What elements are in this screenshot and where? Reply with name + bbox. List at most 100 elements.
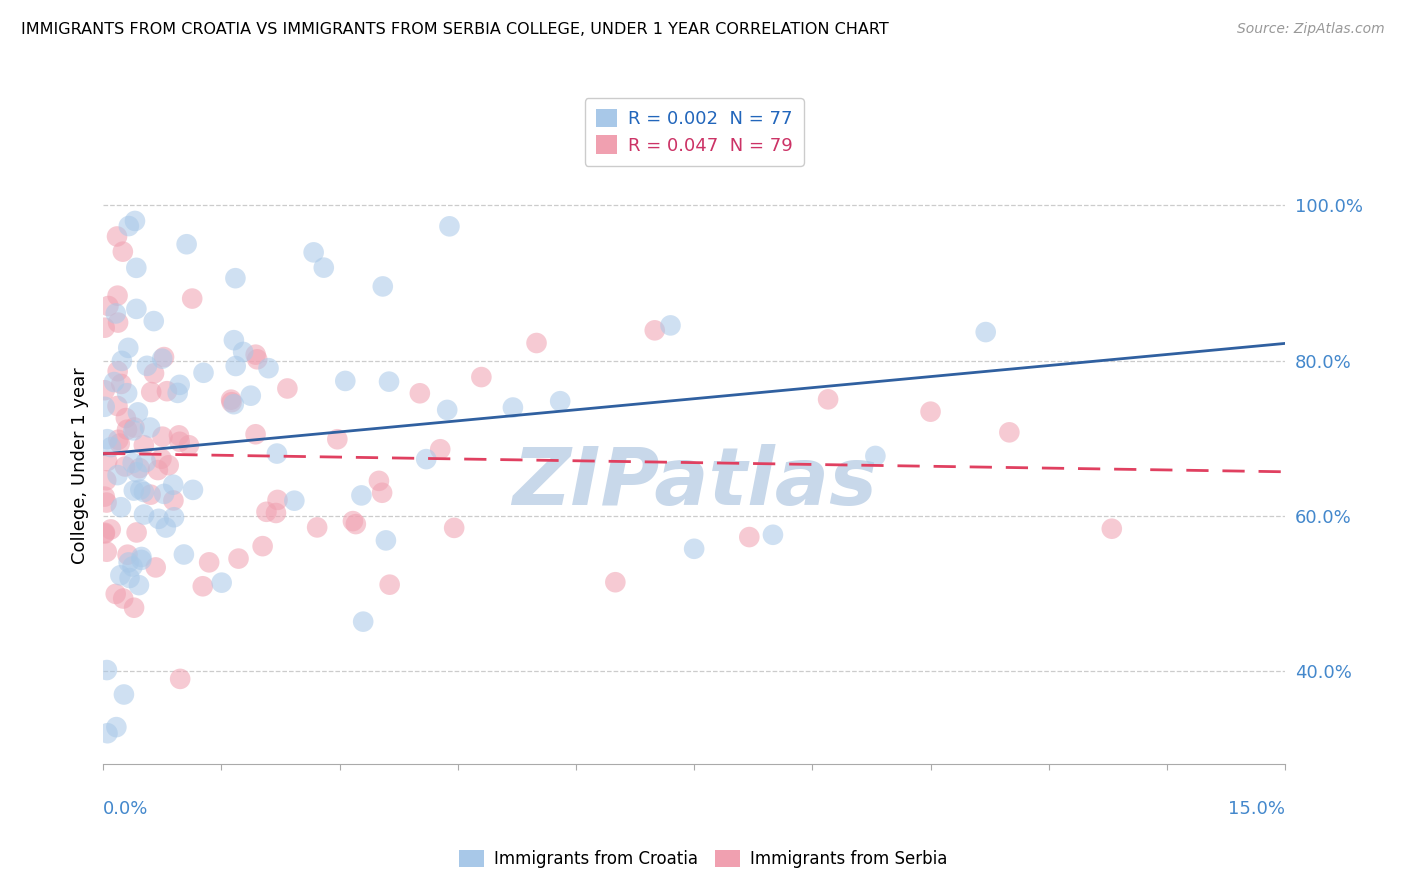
- Point: [122, 600, 145, 615]
- Point: [162, 493, 184, 508]
- Point: [104, 306, 127, 320]
- Point: [307, 520, 329, 534]
- Point: [143, 367, 166, 381]
- Point: [93, 526, 115, 541]
- Point: [342, 514, 364, 528]
- Point: [103, 375, 125, 389]
- Point: [124, 420, 146, 434]
- Point: [100, 440, 122, 454]
- Point: [224, 271, 246, 285]
- Point: [121, 456, 143, 470]
- Point: [974, 325, 997, 339]
- Text: ZIPatlas: ZIPatlas: [512, 444, 877, 523]
- Point: [150, 351, 173, 366]
- Point: [100, 523, 122, 537]
- Point: [169, 377, 191, 392]
- Point: [266, 492, 288, 507]
- Point: [167, 428, 190, 442]
- Point: [219, 392, 242, 407]
- Point: [193, 366, 215, 380]
- Point: [266, 446, 288, 460]
- Point: [378, 577, 401, 591]
- Point: [352, 615, 374, 629]
- Text: Source: ZipAtlas.com: Source: ZipAtlas.com: [1237, 22, 1385, 37]
- Point: [470, 370, 492, 384]
- Point: [1101, 522, 1123, 536]
- Point: [222, 333, 245, 347]
- Point: [998, 425, 1021, 440]
- Point: [118, 571, 141, 585]
- Point: [131, 553, 153, 567]
- Point: [176, 237, 198, 252]
- Point: [125, 301, 148, 316]
- Point: [111, 354, 134, 368]
- Point: [94, 383, 117, 397]
- Point: [344, 517, 367, 532]
- Point: [142, 314, 165, 328]
- Point: [605, 575, 627, 590]
- Point: [96, 545, 118, 559]
- Point: [246, 352, 269, 367]
- Point: [157, 458, 180, 473]
- Point: [132, 438, 155, 452]
- Point: [107, 399, 129, 413]
- Point: [112, 688, 135, 702]
- Point: [110, 500, 132, 515]
- Point: [335, 374, 357, 388]
- Point: [326, 432, 349, 446]
- Point: [122, 483, 145, 498]
- Point: [131, 549, 153, 564]
- Point: [96, 473, 118, 487]
- Point: [256, 505, 278, 519]
- Point: [350, 488, 373, 502]
- Point: [107, 433, 129, 447]
- Point: [121, 559, 143, 574]
- Point: [156, 384, 179, 399]
- Point: [125, 260, 148, 275]
- Point: [155, 520, 177, 534]
- Point: [443, 521, 465, 535]
- Point: [132, 485, 155, 500]
- Text: 0.0%: 0.0%: [103, 800, 149, 818]
- Legend: R = 0.002  N = 77, R = 0.047  N = 79: R = 0.002 N = 77, R = 0.047 N = 79: [585, 98, 804, 166]
- Point: [152, 430, 174, 444]
- Point: [96, 726, 118, 740]
- Point: [104, 587, 127, 601]
- Point: [114, 459, 136, 474]
- Text: 15.0%: 15.0%: [1229, 800, 1285, 818]
- Point: [409, 386, 432, 401]
- Point: [371, 485, 394, 500]
- Point: [107, 288, 129, 302]
- Point: [198, 555, 221, 569]
- Text: IMMIGRANTS FROM CROATIA VS IMMIGRANTS FROM SERBIA COLLEGE, UNDER 1 YEAR CORRELAT: IMMIGRANTS FROM CROATIA VS IMMIGRANTS FR…: [21, 22, 889, 37]
- Point: [264, 506, 287, 520]
- Point: [283, 493, 305, 508]
- Point: [96, 432, 118, 446]
- Point: [415, 452, 437, 467]
- Point: [107, 364, 129, 378]
- Point: [221, 395, 243, 409]
- Point: [150, 451, 173, 466]
- Point: [371, 279, 394, 293]
- Point: [93, 490, 115, 504]
- Point: [125, 465, 148, 479]
- Point: [173, 548, 195, 562]
- Point: [865, 449, 887, 463]
- Point: [136, 359, 159, 373]
- Point: [526, 336, 548, 351]
- Point: [163, 510, 186, 524]
- Point: [107, 316, 129, 330]
- Point: [548, 394, 571, 409]
- Point: [117, 341, 139, 355]
- Point: [110, 568, 132, 582]
- Point: [762, 528, 785, 542]
- Point: [276, 382, 298, 396]
- Point: [148, 512, 170, 526]
- Point: [302, 245, 325, 260]
- Point: [232, 345, 254, 359]
- Legend: Immigrants from Croatia, Immigrants from Serbia: Immigrants from Croatia, Immigrants from…: [453, 843, 953, 875]
- Point: [141, 385, 163, 400]
- Point: [228, 551, 250, 566]
- Point: [115, 423, 138, 437]
- Point: [125, 525, 148, 540]
